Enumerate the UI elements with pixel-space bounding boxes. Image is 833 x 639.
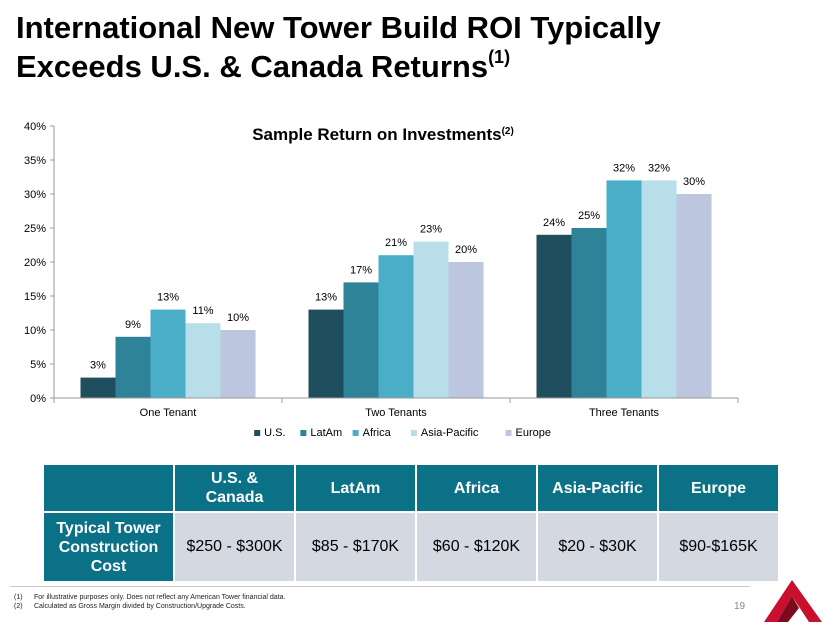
x-axis: One Tenant Two Tenants Three Tenants — [53, 397, 739, 419]
bar — [378, 255, 414, 398]
bar-data-label: 9% — [125, 319, 141, 331]
page-title: International New Tower Build ROI Typica… — [16, 8, 796, 86]
x-tick-label: Three Tenants — [589, 407, 660, 419]
table-cell-latam: $85 - $170K — [294, 511, 417, 583]
construction-cost-table: U.S. & Canada LatAm Africa Asia-Pacific … — [42, 463, 780, 583]
bar-data-label: 23% — [420, 224, 442, 236]
footnote-2-text: Calculated as Gross Margin divided by Co… — [34, 603, 246, 610]
bar — [571, 228, 607, 398]
bar — [448, 262, 484, 398]
bar — [220, 330, 256, 398]
bar-series-group — [80, 180, 712, 398]
page-title-line-2: Exceeds U.S. & Canada Returns(1) — [16, 47, 796, 86]
bar — [308, 309, 344, 398]
table-cell-europe: $90-$165K — [657, 511, 780, 583]
footnote-1: (1) For illustrative purposes only. Does … — [14, 594, 285, 601]
legend-swatch — [505, 430, 512, 436]
bar-data-label: 10% — [227, 312, 249, 324]
table-header-latam: LatAm — [294, 463, 417, 513]
bar-data-label: 17% — [350, 264, 372, 276]
table-row-label: Typical Tower Construction Cost — [42, 511, 175, 583]
bar — [676, 194, 712, 398]
table-header-asia-pacific: Asia-Pacific — [536, 463, 659, 513]
y-tick-label: 40% — [24, 121, 46, 133]
page-title-footnote-marker: (1) — [488, 47, 511, 67]
legend-label: Asia-Pacific — [421, 427, 479, 439]
bar-data-label: 24% — [543, 217, 565, 229]
bar — [80, 377, 116, 398]
legend-label: LatAm — [310, 427, 342, 439]
table-cell-asia-pacific: $20 - $30K — [536, 511, 659, 583]
bar-data-label: 3% — [90, 360, 106, 372]
chart-title-text: Sample Return on Investments — [252, 125, 501, 144]
bar — [641, 180, 677, 398]
table-header-row: U.S. & Canada LatAm Africa Asia-Pacific … — [42, 463, 780, 513]
bar-data-label: 21% — [385, 237, 407, 249]
bar — [150, 309, 186, 398]
y-tick-label: 5% — [30, 359, 46, 371]
page-number: 19 — [734, 601, 746, 612]
bar-data-label: 13% — [157, 292, 179, 304]
bar — [185, 323, 221, 398]
bar-data-label: 32% — [613, 162, 635, 174]
bar-label-group: 3% 9% 13% 11% 10% 13% 17% 21% 23% 20% 24% 25% 32% 32%… — [90, 162, 705, 371]
bar-data-label: 25% — [578, 210, 600, 222]
bar-data-label: 13% — [315, 292, 337, 304]
bar-data-label: 30% — [683, 176, 705, 188]
chart-title: Sample Return on Investments(2) — [252, 125, 514, 144]
y-tick-label: 20% — [24, 257, 46, 269]
y-tick-label: 10% — [24, 325, 46, 337]
legend-swatch — [352, 430, 359, 436]
table-row: Typical Tower Construction Cost $250 - $… — [42, 511, 780, 583]
roi-bar-chart: Sample Return on Investments(2) 0% 5% 10% 1… — [24, 121, 739, 439]
bar — [606, 180, 642, 398]
footnote-2: (2) Calculated as Gross Margin divided by… — [14, 603, 246, 610]
y-tick-label: 35% — [24, 155, 46, 167]
y-axis: 0% 5% 10% 15% 20% 25% 30% 35% 40% — [24, 121, 55, 405]
table-header-africa: Africa — [415, 463, 538, 513]
chart-title-marker: (2) — [502, 126, 514, 137]
bar-data-label: 32% — [648, 162, 670, 174]
y-tick-label: 25% — [24, 223, 46, 235]
bar — [413, 241, 449, 398]
footnote-2-number: (2) — [14, 603, 23, 610]
legend-swatch — [254, 430, 261, 436]
chart-legend: U.S. LatAm Africa Asia-Pacific Europe — [254, 427, 551, 439]
bar — [115, 336, 151, 398]
bar-data-label: 20% — [455, 244, 477, 256]
table-header-us-canada: U.S. & Canada — [173, 463, 296, 513]
legend-swatch — [410, 430, 417, 436]
bar — [343, 282, 379, 398]
y-tick-label: 30% — [24, 189, 46, 201]
footer-divider — [10, 586, 750, 587]
y-tick-label: 0% — [30, 393, 46, 405]
legend-label: Europe — [516, 427, 551, 439]
x-tick-label: One Tenant — [140, 407, 197, 419]
y-tick-label: 15% — [24, 291, 46, 303]
legend-label: U.S. — [264, 427, 285, 439]
x-tick-label: Two Tenants — [365, 407, 427, 419]
footnote-1-number: (1) — [14, 594, 23, 601]
table-header-us-canada-text: U.S. & Canada — [205, 470, 264, 506]
page-title-line-2-text: Exceeds U.S. & Canada Returns — [16, 49, 489, 84]
table-corner-cell — [42, 463, 175, 513]
bar-data-label: 11% — [192, 305, 213, 317]
company-logo-icon — [764, 580, 822, 622]
table-cell-africa: $60 - $120K — [415, 511, 538, 583]
bar — [536, 234, 572, 398]
table-header-europe: Europe — [657, 463, 780, 513]
page-title-line-1: International New Tower Build ROI Typica… — [16, 10, 661, 45]
table-cell-us-canada: $250 - $300K — [173, 511, 296, 583]
legend-label: Africa — [363, 427, 392, 439]
footnote-1-text: For illustrative purposes only. Does not… — [34, 594, 286, 601]
legend-swatch — [300, 430, 307, 436]
